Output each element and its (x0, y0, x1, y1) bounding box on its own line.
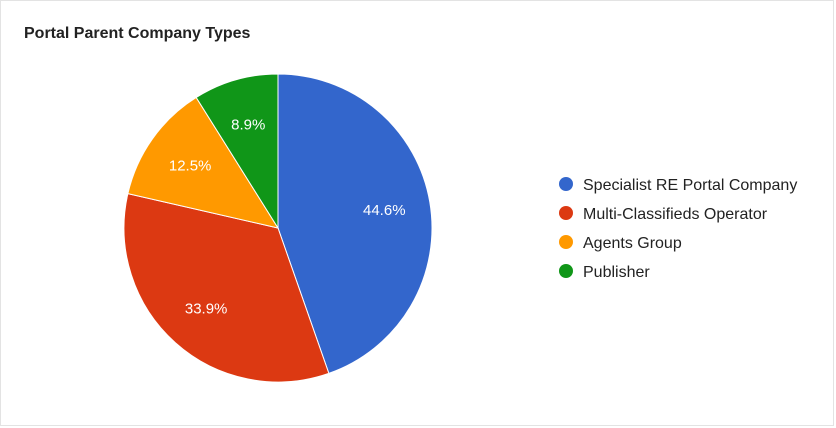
pie-slice-publisher[interactable] (195, 73, 279, 230)
legend-swatch-specialist-re-portal-company (559, 177, 573, 191)
slice-label-publisher: 8.9% (231, 116, 265, 133)
pie-slices (123, 73, 433, 383)
legend-label-agents-group[interactable]: Agents Group (583, 235, 682, 252)
legend-label-publisher[interactable]: Publisher (583, 264, 650, 281)
slice-label-specialist-re-portal-company: 44.6% (363, 202, 406, 219)
slice-label-agents-group: 12.5% (169, 158, 212, 175)
legend-swatch-publisher (559, 264, 573, 278)
pie-slice-labels: 44.6% 33.9% 12.5% 8.9% (169, 116, 406, 317)
pie-slice-multi-classifieds-operator[interactable] (123, 193, 330, 383)
legend-swatch-multi-classifieds-operator (559, 206, 573, 220)
legend-label-multi-classifieds-operator[interactable]: Multi-Classifieds Operator (583, 206, 768, 223)
chart-title: Portal Parent Company Types (24, 25, 251, 42)
chart-legend: Specialist RE Portal Company Multi-Classi… (559, 177, 797, 281)
legend-swatch-agents-group (559, 235, 573, 249)
legend-label-specialist-re-portal-company[interactable]: Specialist RE Portal Company (583, 177, 797, 194)
slice-label-multi-classifieds-operator: 33.9% (185, 300, 228, 317)
pie-slice-agents-group[interactable] (127, 96, 280, 229)
pie-slice-specialist-re-portal-company[interactable] (277, 73, 433, 375)
